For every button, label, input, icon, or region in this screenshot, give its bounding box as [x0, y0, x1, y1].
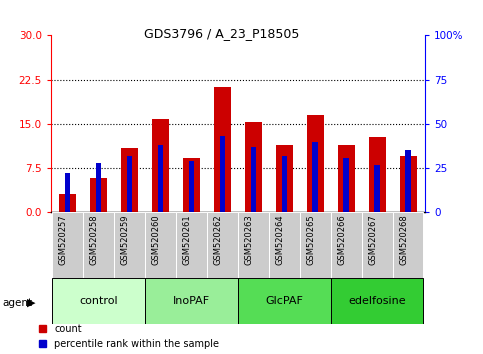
Bar [145, 212, 176, 278]
Bar [300, 212, 331, 278]
Bar [362, 212, 393, 278]
Bar [393, 212, 424, 278]
Text: GSM520263: GSM520263 [244, 215, 254, 265]
Bar [121, 148, 138, 212]
Bar [52, 212, 83, 278]
Bar [65, 173, 71, 212]
Text: GSM520264: GSM520264 [275, 215, 284, 265]
Bar [282, 156, 287, 212]
Text: GSM520258: GSM520258 [90, 215, 99, 265]
Bar [59, 194, 76, 212]
Bar [343, 158, 349, 212]
Bar [127, 156, 132, 212]
Bar [307, 115, 324, 212]
Bar [158, 145, 163, 212]
Bar [176, 212, 207, 278]
Text: ▶: ▶ [27, 298, 35, 308]
Bar [369, 137, 385, 212]
Bar [52, 278, 145, 324]
Bar [183, 158, 200, 212]
Text: GSM520259: GSM520259 [121, 215, 129, 265]
Bar [207, 212, 238, 278]
Bar [114, 212, 145, 278]
Bar [399, 156, 416, 212]
Bar [189, 161, 194, 212]
Bar [405, 150, 411, 212]
Bar [338, 144, 355, 212]
Text: GSM520260: GSM520260 [152, 215, 160, 265]
Bar [313, 142, 318, 212]
Bar [96, 163, 101, 212]
Text: GDS3796 / A_23_P18505: GDS3796 / A_23_P18505 [144, 27, 300, 40]
Bar [145, 278, 238, 324]
Bar [276, 144, 293, 212]
Bar [374, 165, 380, 212]
Text: agent: agent [2, 298, 32, 308]
Bar [331, 212, 362, 278]
Bar [269, 212, 300, 278]
Bar [331, 278, 424, 324]
Text: control: control [79, 296, 118, 306]
Bar [251, 147, 256, 212]
Bar [90, 178, 107, 212]
Text: InoPAF: InoPAF [173, 296, 210, 306]
Bar [152, 119, 169, 212]
Text: GSM520257: GSM520257 [59, 215, 68, 265]
Text: edelfosine: edelfosine [348, 296, 406, 306]
Bar [83, 212, 114, 278]
Text: GSM520261: GSM520261 [183, 215, 191, 265]
Text: GSM520266: GSM520266 [337, 215, 346, 265]
Bar [238, 212, 269, 278]
Bar [214, 87, 231, 212]
Bar [238, 278, 331, 324]
Legend: count, percentile rank within the sample: count, percentile rank within the sample [39, 324, 219, 349]
Text: GSM520265: GSM520265 [306, 215, 315, 265]
Bar [220, 136, 225, 212]
Bar [245, 121, 262, 212]
Text: GlcPAF: GlcPAF [265, 296, 303, 306]
Text: GSM520262: GSM520262 [213, 215, 222, 265]
Text: GSM520267: GSM520267 [368, 215, 377, 265]
Text: GSM520268: GSM520268 [399, 215, 408, 265]
